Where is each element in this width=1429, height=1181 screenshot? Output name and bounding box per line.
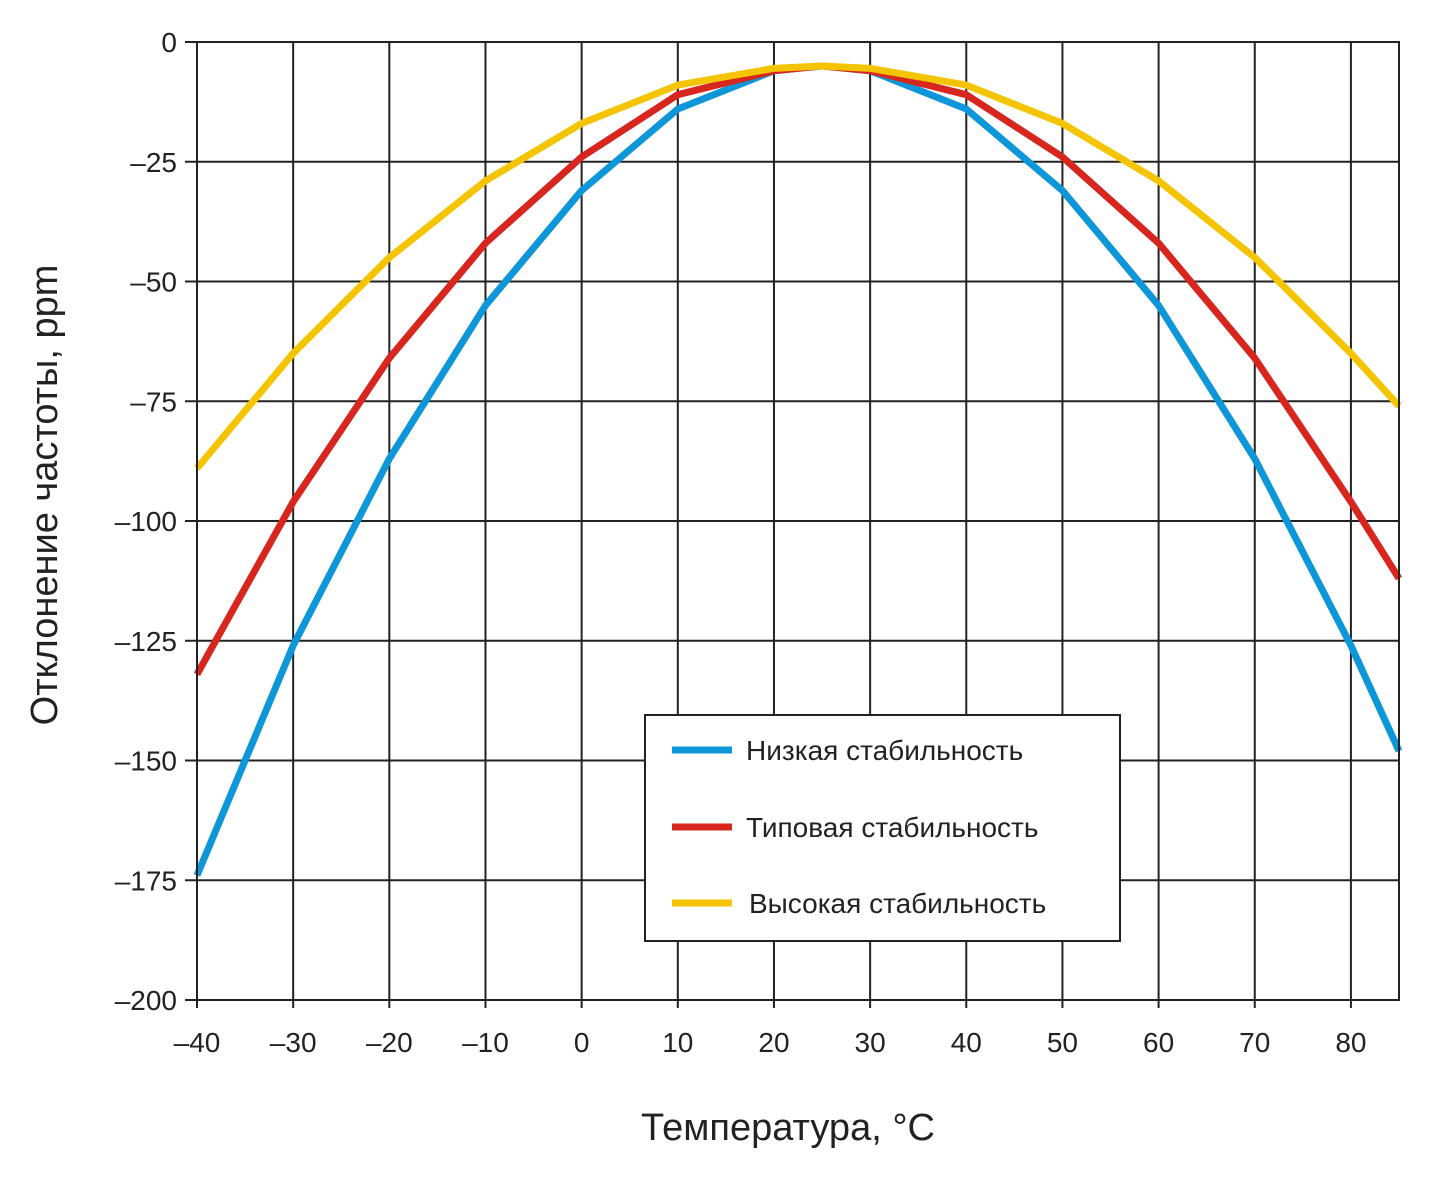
legend-label-low: Низкая стабильность bbox=[746, 735, 1023, 766]
legend: Низкая стабильность Типовая стабильность… bbox=[644, 714, 1121, 942]
y-axis-ticks: 0 –25 –50 –75 –100 –125 –150 –175 –200 bbox=[115, 27, 197, 1016]
x-tick-label: 50 bbox=[1047, 1027, 1078, 1058]
x-tick-label: 70 bbox=[1239, 1027, 1270, 1058]
y-tick-label: –200 bbox=[115, 985, 177, 1016]
y-tick-label: –150 bbox=[115, 746, 177, 777]
x-tick-label: 20 bbox=[758, 1027, 789, 1058]
legend-label-typical: Типовая стабильность bbox=[746, 812, 1038, 843]
y-tick-label: –100 bbox=[115, 506, 177, 537]
x-tick-label: –10 bbox=[462, 1027, 509, 1058]
y-tick-label: –125 bbox=[115, 626, 177, 657]
x-tick-label: 60 bbox=[1143, 1027, 1174, 1058]
x-tick-label: 40 bbox=[951, 1027, 982, 1058]
y-tick-label: –25 bbox=[130, 147, 177, 178]
x-tick-label: –30 bbox=[270, 1027, 317, 1058]
x-tick-label: –40 bbox=[174, 1027, 221, 1058]
series-lines bbox=[193, 62, 1403, 877]
y-tick-label: –50 bbox=[130, 267, 177, 298]
legend-label-high: Высокая стабильность bbox=[749, 888, 1046, 919]
x-axis-ticks: –40 –30 –20 –10 0 10 20 30 40 50 60 70 80 bbox=[174, 1000, 1366, 1058]
x-tick-label: 30 bbox=[855, 1027, 886, 1058]
x-tick-label: 10 bbox=[662, 1027, 693, 1058]
y-axis-title: Отклонение частоты, ppm bbox=[24, 265, 66, 726]
x-axis-title: Температура, °C bbox=[641, 1107, 935, 1149]
y-tick-label: 0 bbox=[161, 27, 177, 58]
x-tick-label: 0 bbox=[574, 1027, 590, 1058]
series-line-2 bbox=[194, 62, 1402, 471]
series-line-1 bbox=[193, 62, 1402, 676]
x-tick-label: 80 bbox=[1335, 1027, 1366, 1058]
x-tick-label: –20 bbox=[366, 1027, 413, 1058]
y-tick-label: –175 bbox=[115, 865, 177, 896]
y-tick-label: –75 bbox=[130, 386, 177, 417]
